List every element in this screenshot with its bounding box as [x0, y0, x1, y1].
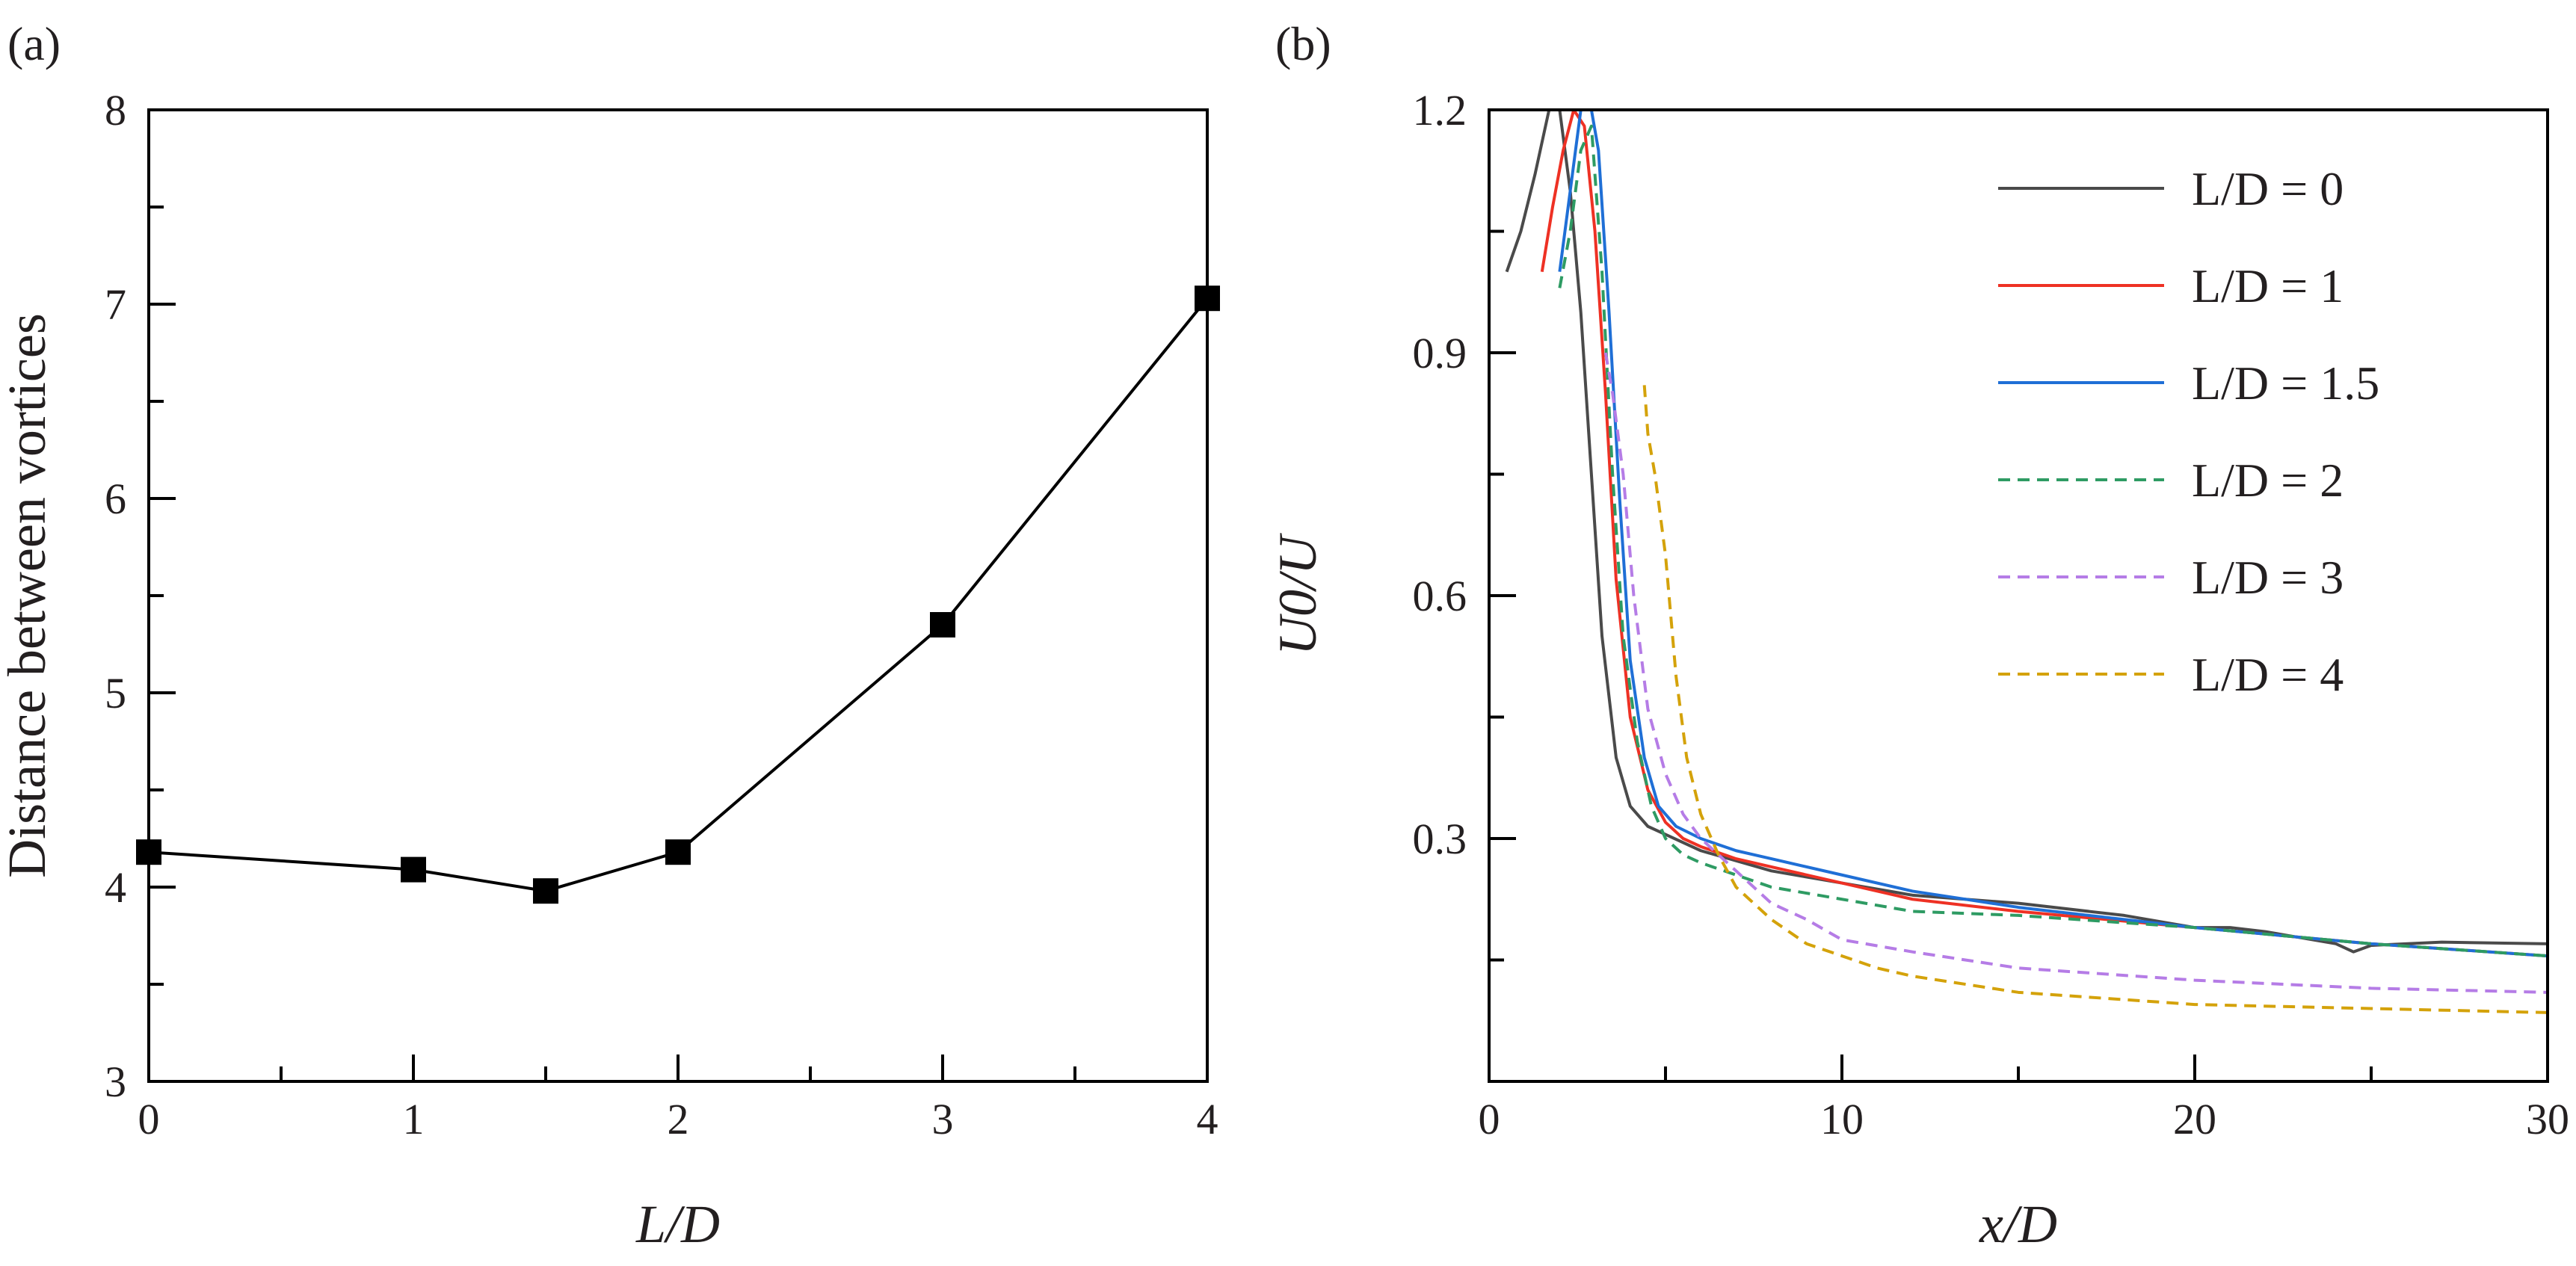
panel-a-point — [665, 839, 691, 865]
panel-b-y-tick-label: 0.3 — [1413, 815, 1467, 863]
panel-b-legend: L/D = 0 L/D = 1 L/D = 1.5 L/D = 2 L/D = 3 L/D… — [1998, 162, 2379, 701]
panel-a-label: (a) — [7, 17, 61, 70]
panel-a: (a) 0 1 2 3 4 3 4 5 6 7 8 L/D Distance between vor… — [0, 17, 1220, 1254]
panel-a-series-line — [148, 297, 1209, 893]
panel-a-xlabel: L/D — [635, 1194, 720, 1254]
panel-b-y-tick-label: 0.6 — [1413, 572, 1467, 620]
panel-a-ticks: 0 1 2 3 4 3 4 5 6 7 8 — [105, 86, 1218, 1143]
panel-a-point — [930, 612, 955, 637]
panel-b-data — [1505, 110, 2548, 1014]
panel-b-series-line-4 — [1603, 352, 2548, 994]
panel-a-y-tick-label: 4 — [105, 863, 126, 912]
panel-b: (b) 0 10 20 30 0.3 0.6 0.9 1.2 x/D U0/U L/D = 0… — [1268, 17, 2569, 1254]
panel-b-y-tick-label: 1.2 — [1413, 86, 1467, 135]
panel-a-x-tick-label: 2 — [668, 1095, 689, 1143]
panel-a-y-tick-label: 5 — [105, 669, 126, 717]
panel-b-label: (b) — [1275, 17, 1331, 70]
legend-label: L/D = 0 — [2192, 162, 2344, 215]
panel-b-y-tick-label: 0.9 — [1413, 329, 1467, 377]
panel-a-x-tick-label: 0 — [138, 1095, 160, 1143]
panel-a-y-tick-label: 3 — [105, 1057, 126, 1106]
panel-b-xlabel: x/D — [1979, 1194, 2057, 1254]
panel-a-ylabel: Distance between vortices — [0, 313, 57, 878]
panel-b-ticks: 0 10 20 30 0.3 0.6 0.9 1.2 — [1413, 86, 2570, 1143]
panel-b-series-line-3 — [1558, 124, 2548, 958]
panel-a-y-tick-label: 7 — [105, 280, 126, 329]
legend-label: L/D = 1 — [2192, 259, 2344, 312]
panel-a-point — [533, 878, 558, 904]
panel-a-frame — [147, 108, 1209, 1083]
panel-a-y-tick-label: 8 — [105, 86, 126, 135]
legend-label: L/D = 4 — [2192, 648, 2344, 701]
panel-a-x-tick-label: 4 — [1197, 1095, 1218, 1143]
panel-a-x-tick-label: 3 — [932, 1095, 954, 1143]
panel-b-x-tick-label: 30 — [2526, 1095, 2569, 1143]
panel-b-x-tick-label: 10 — [1820, 1095, 1864, 1143]
panel-b-x-tick-label: 20 — [2173, 1095, 2216, 1143]
legend-label: L/D = 2 — [2192, 454, 2344, 507]
panel-b-frame — [1488, 108, 2549, 1083]
legend-label: L/D = 3 — [2192, 551, 2344, 604]
panel-b-series-line-2 — [1558, 110, 2548, 958]
panel-b-x-tick-label: 0 — [1479, 1095, 1500, 1143]
panel-a-y-tick-label: 6 — [105, 475, 126, 523]
panel-b-ylabel: U0/U — [1268, 533, 1328, 655]
panel-a-point — [401, 856, 426, 883]
legend-label: L/D = 1.5 — [2192, 356, 2379, 410]
panel-b-series-line-5 — [1642, 385, 2548, 1014]
panel-b-series-line-1 — [1540, 110, 2548, 958]
panel-a-data — [136, 285, 1220, 904]
panel-a-x-tick-label: 1 — [403, 1095, 425, 1143]
